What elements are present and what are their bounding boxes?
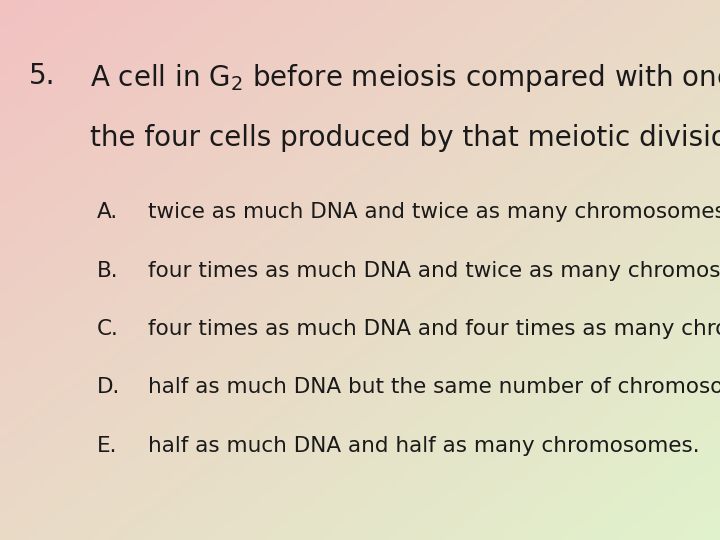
Text: E.: E. (97, 436, 117, 456)
Text: 5.: 5. (29, 62, 55, 90)
Text: four times as much DNA and four times as many chromosomes.: four times as much DNA and four times as… (148, 319, 720, 339)
Text: D.: D. (97, 377, 120, 397)
Text: B.: B. (97, 261, 119, 281)
Text: four times as much DNA and twice as many chromosomes.: four times as much DNA and twice as many… (148, 261, 720, 281)
Text: half as much DNA but the same number of chromosomes.: half as much DNA but the same number of … (148, 377, 720, 397)
Text: C.: C. (97, 319, 119, 339)
Text: A cell in G$_2$ before meiosis compared with one of: A cell in G$_2$ before meiosis compared … (90, 62, 720, 94)
Text: the four cells produced by that meiotic division has: the four cells produced by that meiotic … (90, 124, 720, 152)
Text: twice as much DNA and twice as many chromosomes.: twice as much DNA and twice as many chro… (148, 202, 720, 222)
Text: A.: A. (97, 202, 119, 222)
Text: half as much DNA and half as many chromosomes.: half as much DNA and half as many chromo… (148, 436, 699, 456)
